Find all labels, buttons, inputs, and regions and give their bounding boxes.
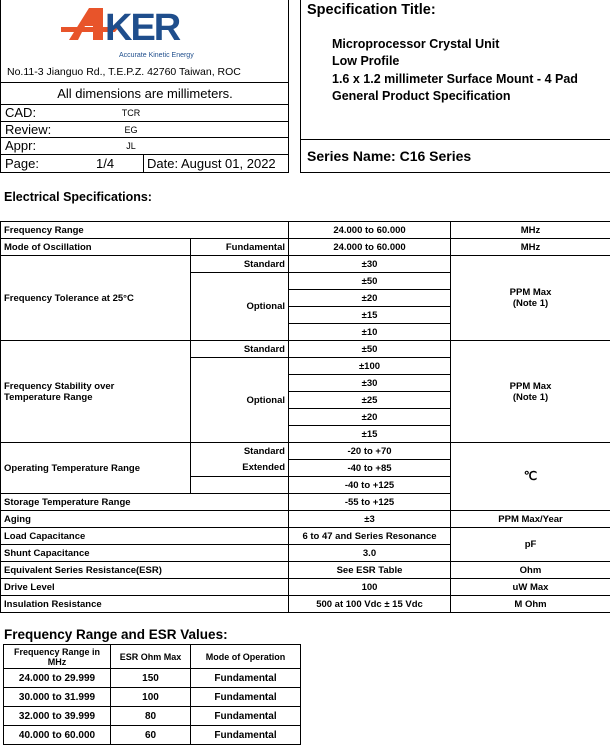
table-row: 40.000 to 60.000 60 Fundamental: [3, 725, 301, 745]
title-line: General Product Specification: [332, 89, 511, 103]
spec-title-box: Specification Title: Microprocessor Crys…: [300, 0, 610, 173]
review-label: Review:: [5, 122, 52, 137]
table-row: Frequency Stability over Temperature Rang…: [0, 340, 610, 443]
spec-title-label: Specification Title:: [307, 2, 436, 18]
title-line: Microprocessor Crystal Unit: [332, 37, 500, 51]
header-info-box: KER Accurate Kinetic Energy No.11-3 Jian…: [0, 0, 289, 173]
svg-text:KER: KER: [105, 7, 181, 49]
series-name: Series Name: C16 Series: [307, 148, 472, 164]
page-label: Page:: [5, 156, 39, 171]
spec-content: Electrical Specifications: Frequency Ran…: [0, 190, 610, 745]
table-row: Load Capacitance 6 to 47 and Series Reson…: [0, 527, 610, 562]
table-row: Storage Temperature Range -55 to +125: [0, 493, 610, 511]
table-row: Aging ±3 PPM Max/Year: [0, 510, 610, 528]
table-row: Optional ±50: [1, 272, 610, 341]
table-row: 24.000 to 29.999 150 Fundamental: [3, 668, 301, 688]
appr-value: JL: [126, 141, 136, 151]
table-row: Optional ±100: [1, 357, 610, 443]
electrical-specs-table: Frequency Range 24.000 to 60.000 MHz Mode …: [0, 221, 610, 613]
table-row: Mode of Oscillation Fundamental 24.000 to …: [0, 238, 610, 256]
table-row: -40 to +125: [1, 476, 610, 494]
title-line: 1.6 x 1.2 millimeter Surface Mount - 4 P…: [332, 72, 578, 86]
dimensions-note: All dimensions are millimeters.: [57, 86, 233, 101]
table-header-row: Frequency Range in MHz ESR Ohm Max Mode of…: [3, 644, 301, 669]
address: No.11-3 Jianguo Rd., T.E.P.Z. 42760 Taiw…: [7, 66, 241, 78]
table-row: Insulation Resistance 500 at 100 Vdc ± 15…: [0, 595, 610, 613]
cad-label: CAD:: [5, 105, 37, 120]
table-row: Drive Level 100 uW Max: [0, 578, 610, 596]
date: Date: August 01, 2022: [147, 156, 276, 171]
table-row: Equivalent Series Resistance(ESR) See ESR…: [0, 561, 610, 579]
title-line: Low Profile: [332, 54, 400, 68]
review-value: EG: [124, 125, 138, 135]
page-value: 1/4: [96, 156, 115, 171]
aker-logo: KER Accurate Kinetic Energy: [61, 7, 194, 59]
cad-value: TCR: [121, 108, 141, 118]
table-row: Frequency Tolerance at 25°C Standard ±30 PP…: [0, 255, 610, 341]
esr-table-heading: Frequency Range and ESR Values:: [4, 627, 228, 642]
table-row: Operating Temperature Range Standard -20 t…: [0, 442, 610, 511]
electrical-specs-heading: Electrical Specifications:: [4, 190, 152, 204]
table-row: 30.000 to 31.999 100 Fundamental: [3, 687, 301, 707]
svg-text:Accurate Kinetic Energy: Accurate Kinetic Energy: [119, 52, 194, 59]
table-row: 32.000 to 39.999 80 Fundamental: [3, 706, 301, 726]
table-row: Frequency Range 24.000 to 60.000 MHz: [0, 221, 610, 239]
esr-table: Frequency Range in MHz ESR Ohm Max Mode of…: [3, 644, 301, 745]
appr-label: Appr:: [5, 138, 37, 153]
